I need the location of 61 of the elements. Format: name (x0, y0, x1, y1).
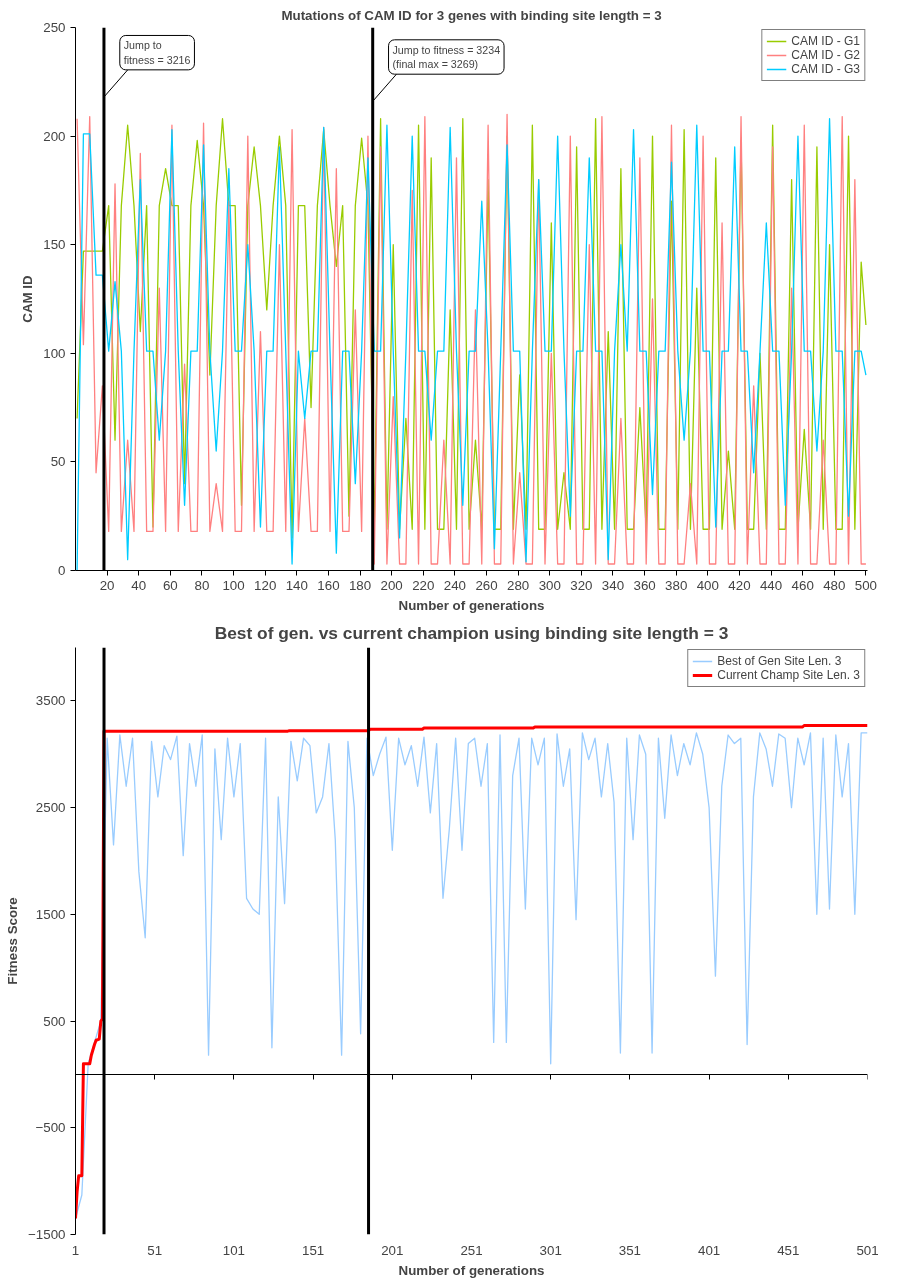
legend-label: Best of Gen Site Len. 3 (717, 654, 842, 668)
x-tick-label: 51 (147, 1242, 163, 1258)
y-tick-label: 3500 (35, 693, 66, 709)
annotation: Jump to fitness = 3216 (123, 39, 191, 66)
x-tick-label: 340 (601, 577, 625, 593)
x-tick-label: 20 (99, 577, 115, 593)
y-tick-label: 150 (43, 237, 66, 253)
x-tick-label: 300 (538, 577, 561, 593)
y-tick-label: 250 (43, 20, 66, 35)
y-tick-label: 100 (43, 345, 66, 361)
x-tick-label: 401 (697, 1242, 721, 1258)
x-tick-label: 480 (823, 577, 846, 593)
x-tick-label: 460 (791, 577, 814, 593)
x-tick-label: 201 (381, 1242, 404, 1258)
x-tick-label: 160 (317, 577, 340, 593)
legend-label: CAM ID - G2 (791, 48, 860, 62)
chart-title: Mutations of CAM ID for 3 genes with binding site length = 3 (281, 7, 662, 23)
x-axis-title: Number of generations (398, 1262, 545, 1278)
x-tick-label: 80 (194, 577, 210, 593)
x-tick-label: 220 (412, 577, 435, 593)
x-tick-label: 1 (71, 1242, 80, 1258)
y-tick-label: 200 (43, 128, 66, 144)
x-axis-title: Number of generations (398, 597, 545, 613)
x-tick-label: 101 (222, 1242, 246, 1258)
x-tick-label: 40 (131, 577, 147, 593)
x-tick-label: 280 (507, 577, 530, 593)
legend-label: Current Champ Site Len. 3 (717, 668, 860, 682)
x-tick-label: 240 (443, 577, 467, 593)
annotation: Jump to fitness = 3234 (final max = 3269) (392, 43, 501, 71)
x-tick-label: 180 (348, 577, 372, 593)
x-tick-label: 501 (856, 1242, 879, 1258)
x-tick-label: 440 (759, 577, 783, 593)
x-tick-label: 251 (460, 1242, 483, 1258)
y-tick-label: −1500 (28, 1227, 66, 1242)
x-tick-label: 260 (475, 577, 498, 593)
y-tick-label: 0 (58, 563, 66, 578)
legend-label: CAM ID - G3 (791, 62, 860, 76)
x-tick-label: 500 (854, 577, 878, 593)
x-tick-label: 451 (777, 1242, 800, 1258)
x-tick-label: 120 (254, 577, 277, 593)
x-tick-label: 400 (696, 577, 719, 593)
y-tick-label: 500 (43, 1013, 66, 1029)
x-tick-label: 380 (665, 577, 688, 593)
x-tick-label: 60 (162, 577, 178, 593)
y-tick-label: 1500 (35, 906, 66, 922)
y-axis-title: Fitness Score (5, 897, 21, 985)
x-tick-label: 360 (633, 577, 656, 593)
x-tick-label: 151 (301, 1242, 325, 1258)
y-tick-label: 2500 (35, 800, 66, 816)
legend-label: CAM ID - G1 (791, 34, 860, 48)
x-tick-label: 100 (222, 577, 245, 593)
x-tick-label: 301 (539, 1242, 562, 1258)
x-tick-label: 320 (570, 577, 593, 593)
x-tick-label: 140 (285, 577, 308, 593)
y-tick-label: −500 (35, 1120, 66, 1136)
x-tick-label: 200 (380, 577, 403, 593)
y-tick-label: 50 (50, 454, 66, 470)
chart-title: Best of gen. vs current champion using binding site length = 3 (214, 622, 729, 643)
x-tick-label: 420 (728, 577, 751, 593)
y-axis-title: CAM ID (20, 274, 36, 323)
x-tick-label: 351 (618, 1242, 642, 1258)
